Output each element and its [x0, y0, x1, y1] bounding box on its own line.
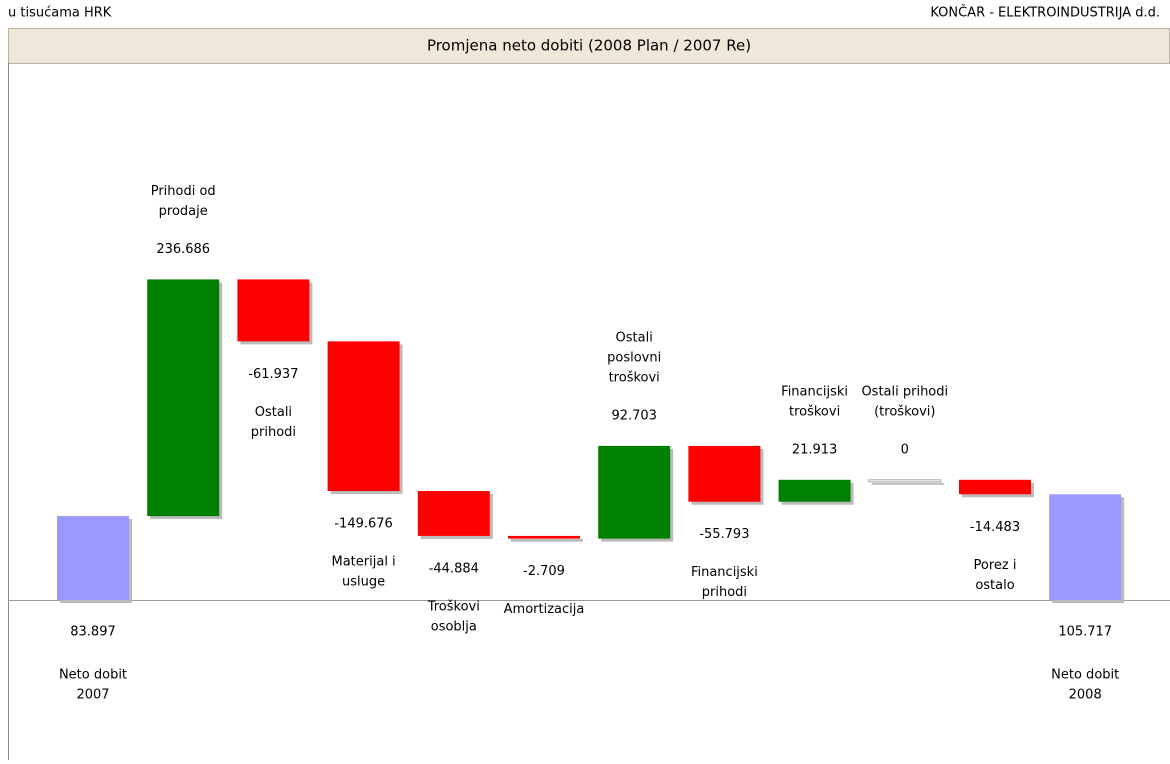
category-label: Neto dobit [1051, 668, 1119, 683]
value-label: 0 [901, 442, 909, 457]
bar [508, 535, 580, 539]
value-label: -44.884 [429, 561, 479, 576]
category-label: 2008 [1069, 688, 1102, 703]
value-label: 236.686 [156, 242, 210, 257]
value-label: -14.483 [970, 520, 1020, 535]
category-label: ostalo [975, 578, 1014, 593]
category-label: 2007 [76, 688, 109, 703]
value-label: 92.703 [611, 408, 657, 423]
bar [868, 479, 942, 483]
category-label: troškovi [609, 370, 660, 385]
value-label: -55.793 [699, 527, 749, 542]
bar-shadow [511, 538, 583, 542]
category-label: Financijski [691, 565, 758, 580]
value-label: -149.676 [334, 517, 392, 532]
category-label: poslovni [607, 350, 661, 365]
category-label: Amortizacija [504, 602, 585, 617]
chart-title: Promjena neto dobiti (2008 Plan / 2007 R… [427, 37, 751, 55]
value-label: 21.913 [792, 442, 838, 457]
category-label: Troškovi [427, 599, 480, 614]
value-label: -2.709 [523, 564, 565, 579]
bar [778, 479, 851, 502]
category-label: Prihodi od [151, 184, 216, 199]
title-bar [8, 28, 1170, 64]
bar [327, 341, 400, 492]
category-label: prihodi [702, 585, 747, 600]
bar [237, 279, 310, 342]
category-label: prodaje [159, 204, 208, 219]
bar [57, 516, 129, 600]
category-label: Materijal i [332, 555, 396, 570]
bar [959, 479, 1031, 495]
value-label: 83.897 [70, 625, 116, 640]
category-label: usluge [342, 575, 385, 590]
bar [598, 445, 671, 539]
category-label: osoblja [431, 619, 477, 634]
header-right: KONČAR - ELEKTROINDUSTRIJA d.d. [930, 5, 1160, 21]
bar [1049, 494, 1122, 600]
header-left: u tisućama HRK [8, 6, 112, 21]
category-label: prihodi [251, 425, 296, 440]
value-label: -61.937 [248, 367, 298, 382]
bar-shadow [871, 482, 944, 485]
category-label: Porez i [974, 558, 1017, 573]
category-label: Ostali prihodi [861, 384, 948, 399]
category-label: Financijski [781, 384, 848, 399]
bar [147, 279, 220, 517]
value-label: 105.717 [1058, 625, 1112, 640]
category-label: (troškovi) [874, 404, 935, 419]
bar [688, 445, 761, 502]
category-label: Ostali [255, 405, 292, 420]
bar [417, 491, 490, 536]
category-label: troškovi [789, 404, 840, 419]
category-label: Neto dobit [59, 668, 127, 683]
category-label: Ostali [616, 330, 653, 345]
